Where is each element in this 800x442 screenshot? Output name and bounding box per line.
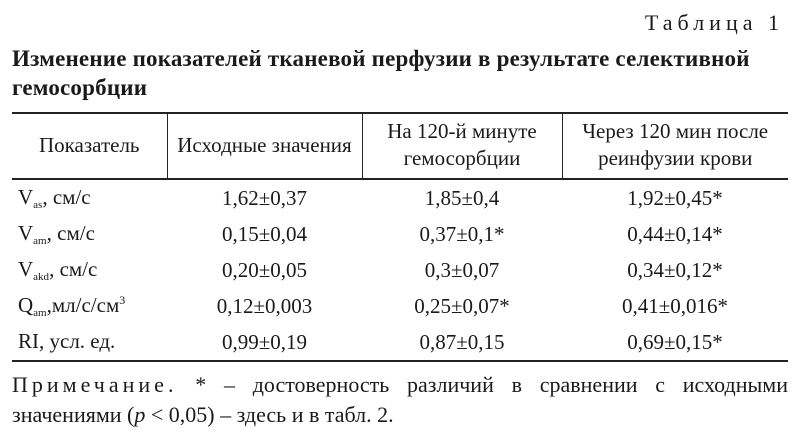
indicator-symbol: Q (18, 293, 34, 317)
value-after-reinfusion: 1,92±0,45* (627, 185, 723, 210)
header-indicator: Показатель (12, 112, 167, 180)
perfusion-table: Показатель Исходные значения На 120-й ми… (12, 112, 788, 362)
indicator-subscript: am (33, 235, 47, 247)
table-footnote: Примечание. * – достоверность различий в… (12, 370, 788, 430)
footnote-label: Примечание. (12, 372, 178, 397)
indicator-superscript: 3 (119, 293, 126, 307)
baseline-value: 0,12±0,003 (216, 293, 313, 318)
footnote-text: * – достоверность различий в сравнении с… (12, 372, 788, 427)
value-after-reinfusion: 0,34±0,12* (627, 257, 723, 282)
table-title: Изменение показателей тканевой перфузии … (12, 46, 750, 100)
indicator-unit: ,мл/с/см (46, 293, 120, 317)
table-row: Vas, см/с 1,62±0,37 1,85±0,4 1,92±0,45* (12, 179, 788, 216)
footnote-text-end: < 0,05) – здесь и в табл. 2. (145, 402, 394, 427)
indicator-symbol: V (18, 257, 34, 281)
value-after-reinfusion: 0,44±0,14* (627, 221, 723, 246)
indicator-cell: Vam, см/с (12, 216, 167, 252)
indicator-unit: , см/с (49, 257, 98, 281)
baseline-value: 0,99±0,19 (167, 324, 362, 362)
baseline-value: 1,62±0,37 (221, 185, 308, 210)
indicator-cell: Vas, см/с (12, 179, 167, 216)
indicator-cell: Vakd, см/с (12, 252, 167, 288)
value-120min: 1,85±0,4 (424, 185, 500, 210)
baseline-value: 0,20±0,05 (221, 257, 308, 282)
header-120min: На 120-й минуте гемосорбции (361, 112, 562, 180)
indicator-cell: RI, усл. ед. (12, 324, 167, 362)
footnote-p-symbol: p (134, 402, 146, 427)
indicator-subscript: akd (33, 271, 50, 283)
value-120min: 0,87±0,15 (362, 324, 562, 362)
value-after-reinfusion: 0,69±0,15* (562, 324, 788, 362)
indicator-subscript: as (33, 199, 43, 211)
header-baseline: Исходные значения (166, 112, 362, 180)
table-row: Qam,мл/с/см3 0,12±0,003 0,25±0,07* 0,41±… (12, 288, 788, 324)
indicator-symbol: V (18, 221, 34, 245)
indicator-symbol: RI, усл. ед. (18, 329, 116, 353)
value-120min: 0,37±0,1* (419, 221, 505, 246)
value-120min: 0,3±0,07 (424, 257, 500, 282)
header-row: Показатель Исходные значения На 120-й ми… (12, 112, 788, 180)
indicator-unit: , см/с (46, 221, 95, 245)
indicator-cell: Qam,мл/с/см3 (12, 288, 167, 324)
table-number-label: Таблица 1 (644, 10, 784, 35)
header-after-reinfusion: Через 120 мин после реинфузии крови (561, 112, 788, 180)
table-row: RI, усл. ед. 0,99±0,19 0,87±0,15 0,69±0,… (12, 324, 788, 362)
table-row: Vam, см/с 0,15±0,04 0,37±0,1* 0,44±0,14* (12, 216, 788, 252)
baseline-value: 0,15±0,04 (221, 221, 308, 246)
value-120min: 0,25±0,07* (414, 293, 510, 318)
indicator-subscript: am (33, 307, 47, 319)
value-after-reinfusion: 0,41±0,016* (621, 293, 729, 318)
table-row: Vakd, см/с 0,20±0,05 0,3±0,07 0,34±0,12* (12, 252, 788, 288)
indicator-symbol: V (18, 185, 34, 209)
indicator-unit: , см/с (42, 185, 91, 209)
